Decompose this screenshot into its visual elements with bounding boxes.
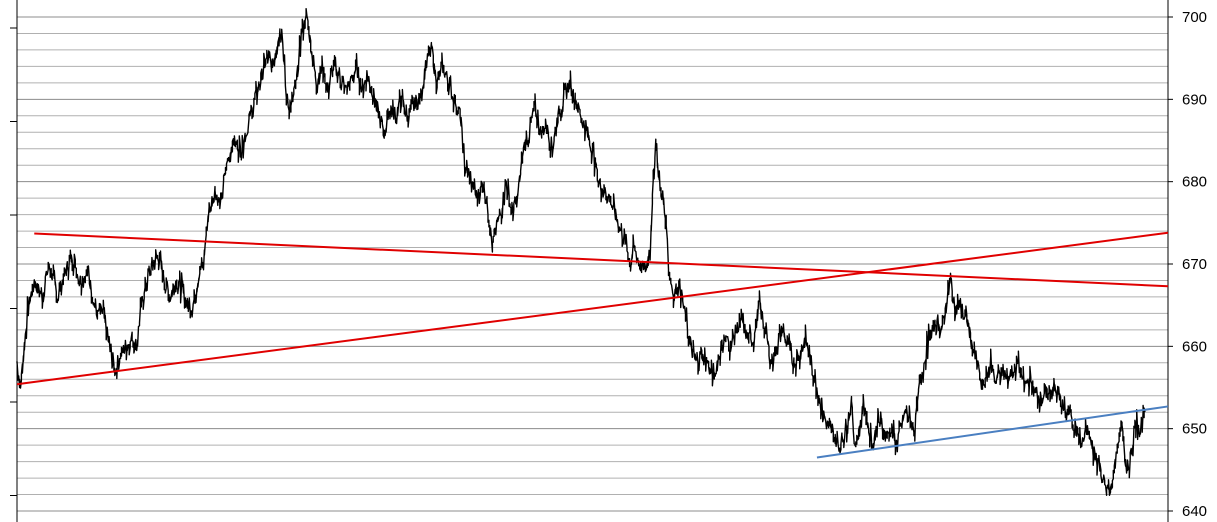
y-tick-label: 670 [1182, 256, 1207, 273]
y-tick-label: 660 [1182, 338, 1207, 355]
trendline [34, 232, 1169, 288]
y-tick-label: 700 [1182, 9, 1207, 26]
series-layer [16, 7, 1146, 496]
trendlines-layer [16, 231, 1169, 459]
y-tick-label: 690 [1182, 91, 1207, 108]
tick-labels: 640 650 660 670 680 690 700 [1182, 9, 1207, 520]
y-tick-label: 640 [1182, 503, 1207, 520]
price-series-line [16, 7, 1146, 496]
trendline [816, 405, 1169, 459]
major-gridlines [17, 16, 1168, 512]
right-axis [1167, 0, 1173, 522]
left-axis [10, 0, 18, 522]
y-tick-label: 650 [1182, 421, 1207, 438]
trendline [16, 231, 1169, 386]
y-tick-label: 680 [1182, 174, 1207, 191]
